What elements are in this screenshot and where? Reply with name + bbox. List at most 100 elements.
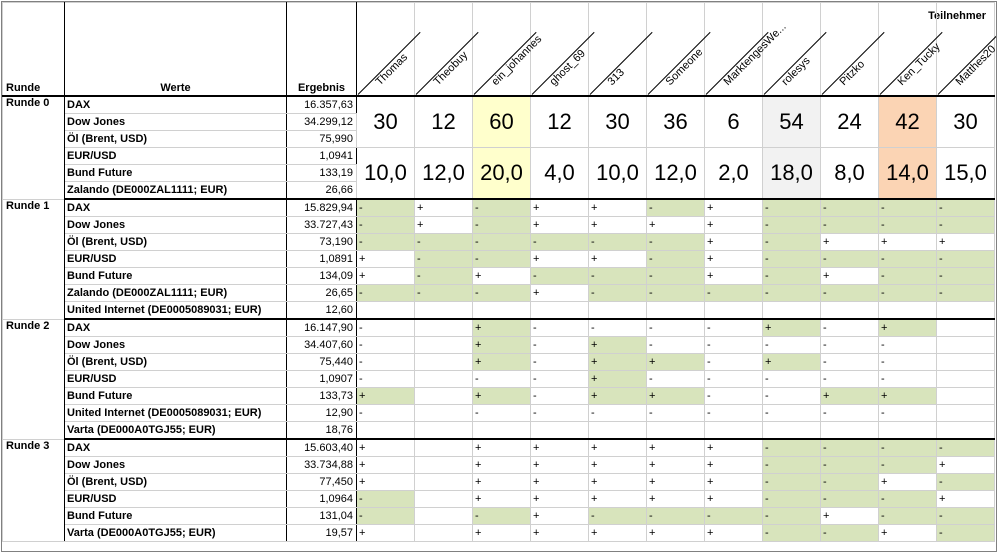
prediction-cell[interactable]: - — [936, 473, 995, 491]
prediction-cell[interactable]: - — [820, 284, 879, 302]
prediction-cell[interactable]: + — [878, 473, 937, 491]
prediction-cell[interactable]: - — [878, 404, 937, 422]
prediction-cell[interactable]: + — [704, 524, 763, 542]
prediction-cell[interactable]: - — [704, 387, 763, 405]
prediction-cell[interactable]: - — [762, 507, 821, 525]
prediction-cell[interactable]: + — [530, 250, 589, 268]
prediction-cell[interactable]: - — [762, 250, 821, 268]
prediction-cell[interactable]: + — [588, 353, 647, 371]
prediction-cell[interactable]: - — [820, 250, 879, 268]
prediction-cell[interactable]: + — [472, 456, 531, 474]
prediction-cell[interactable]: - — [530, 318, 589, 337]
prediction-cell[interactable]: - — [530, 336, 589, 354]
prediction-cell[interactable]: - — [936, 267, 995, 285]
prediction-cell[interactable]: - — [588, 507, 647, 525]
prediction-cell[interactable]: + — [588, 473, 647, 491]
prediction-cell[interactable]: - — [646, 318, 705, 337]
prediction-cell[interactable]: - — [762, 216, 821, 234]
prediction-cell[interactable]: + — [878, 524, 937, 542]
prediction-cell[interactable] — [936, 421, 995, 440]
prediction-cell[interactable]: - — [762, 387, 821, 405]
prediction-cell[interactable]: - — [820, 318, 879, 337]
prediction-cell[interactable]: + — [646, 473, 705, 491]
prediction-cell[interactable]: - — [762, 490, 821, 508]
prediction-cell[interactable]: - — [762, 473, 821, 491]
prediction-cell[interactable]: - — [936, 507, 995, 525]
prediction-cell[interactable] — [936, 336, 995, 354]
prediction-cell[interactable]: - — [530, 404, 589, 422]
prediction-cell[interactable]: - — [356, 507, 415, 525]
prediction-cell[interactable]: - — [646, 198, 705, 217]
prediction-cell[interactable]: + — [646, 490, 705, 508]
prediction-cell[interactable]: - — [820, 490, 879, 508]
prediction-cell[interactable]: - — [704, 507, 763, 525]
prediction-cell[interactable] — [414, 370, 473, 388]
prediction-cell[interactable] — [530, 301, 589, 320]
prediction-cell[interactable]: + — [936, 456, 995, 474]
prediction-cell[interactable]: - — [414, 233, 473, 251]
prediction-cell[interactable]: - — [704, 353, 763, 371]
prediction-cell[interactable]: - — [472, 198, 531, 217]
prediction-cell[interactable] — [646, 421, 705, 440]
prediction-cell[interactable] — [878, 421, 937, 440]
prediction-cell[interactable]: + — [878, 387, 937, 405]
prediction-cell[interactable]: + — [414, 198, 473, 217]
prediction-cell[interactable]: + — [878, 233, 937, 251]
prediction-cell[interactable]: + — [646, 524, 705, 542]
prediction-cell[interactable]: - — [878, 456, 937, 474]
prediction-cell[interactable]: - — [472, 370, 531, 388]
prediction-cell[interactable]: + — [356, 267, 415, 285]
prediction-cell[interactable]: - — [356, 198, 415, 217]
prediction-cell[interactable]: - — [472, 233, 531, 251]
prediction-cell[interactable]: - — [762, 198, 821, 217]
prediction-cell[interactable]: + — [588, 216, 647, 234]
prediction-cell[interactable] — [414, 387, 473, 405]
prediction-cell[interactable]: - — [588, 267, 647, 285]
prediction-cell[interactable]: + — [588, 336, 647, 354]
prediction-cell[interactable]: - — [936, 524, 995, 542]
prediction-cell[interactable]: - — [936, 216, 995, 234]
prediction-cell[interactable]: + — [356, 387, 415, 405]
prediction-cell[interactable]: - — [878, 336, 937, 354]
prediction-cell[interactable]: + — [936, 233, 995, 251]
prediction-cell[interactable] — [936, 387, 995, 405]
prediction-cell[interactable]: + — [588, 370, 647, 388]
prediction-cell[interactable]: + — [646, 456, 705, 474]
prediction-cell[interactable] — [820, 421, 879, 440]
prediction-cell[interactable] — [414, 404, 473, 422]
prediction-cell[interactable] — [414, 507, 473, 525]
prediction-cell[interactable]: + — [646, 353, 705, 371]
prediction-cell[interactable]: - — [414, 284, 473, 302]
prediction-cell[interactable]: + — [472, 524, 531, 542]
prediction-cell[interactable]: + — [646, 216, 705, 234]
prediction-cell[interactable] — [820, 301, 879, 320]
prediction-cell[interactable]: + — [472, 387, 531, 405]
prediction-cell[interactable]: - — [878, 438, 937, 457]
prediction-cell[interactable] — [414, 318, 473, 337]
prediction-cell[interactable]: + — [356, 473, 415, 491]
prediction-cell[interactable]: - — [414, 250, 473, 268]
prediction-cell[interactable] — [472, 301, 531, 320]
prediction-cell[interactable]: + — [588, 198, 647, 217]
prediction-cell[interactable]: + — [704, 233, 763, 251]
prediction-cell[interactable]: - — [878, 267, 937, 285]
prediction-cell[interactable]: - — [472, 507, 531, 525]
prediction-cell[interactable]: + — [588, 524, 647, 542]
prediction-cell[interactable]: + — [472, 438, 531, 457]
prediction-cell[interactable]: - — [820, 353, 879, 371]
prediction-cell[interactable]: - — [762, 267, 821, 285]
prediction-cell[interactable] — [762, 301, 821, 320]
prediction-cell[interactable]: - — [820, 524, 879, 542]
prediction-cell[interactable] — [472, 421, 531, 440]
prediction-cell[interactable]: + — [878, 318, 937, 337]
prediction-cell[interactable] — [936, 318, 995, 337]
prediction-cell[interactable]: + — [530, 198, 589, 217]
prediction-cell[interactable]: + — [704, 473, 763, 491]
prediction-cell[interactable]: + — [588, 250, 647, 268]
prediction-cell[interactable]: - — [704, 284, 763, 302]
prediction-cell[interactable]: + — [472, 267, 531, 285]
prediction-cell[interactable]: + — [472, 318, 531, 337]
prediction-cell[interactable]: + — [530, 507, 589, 525]
prediction-cell[interactable]: - — [878, 353, 937, 371]
prediction-cell[interactable] — [414, 490, 473, 508]
